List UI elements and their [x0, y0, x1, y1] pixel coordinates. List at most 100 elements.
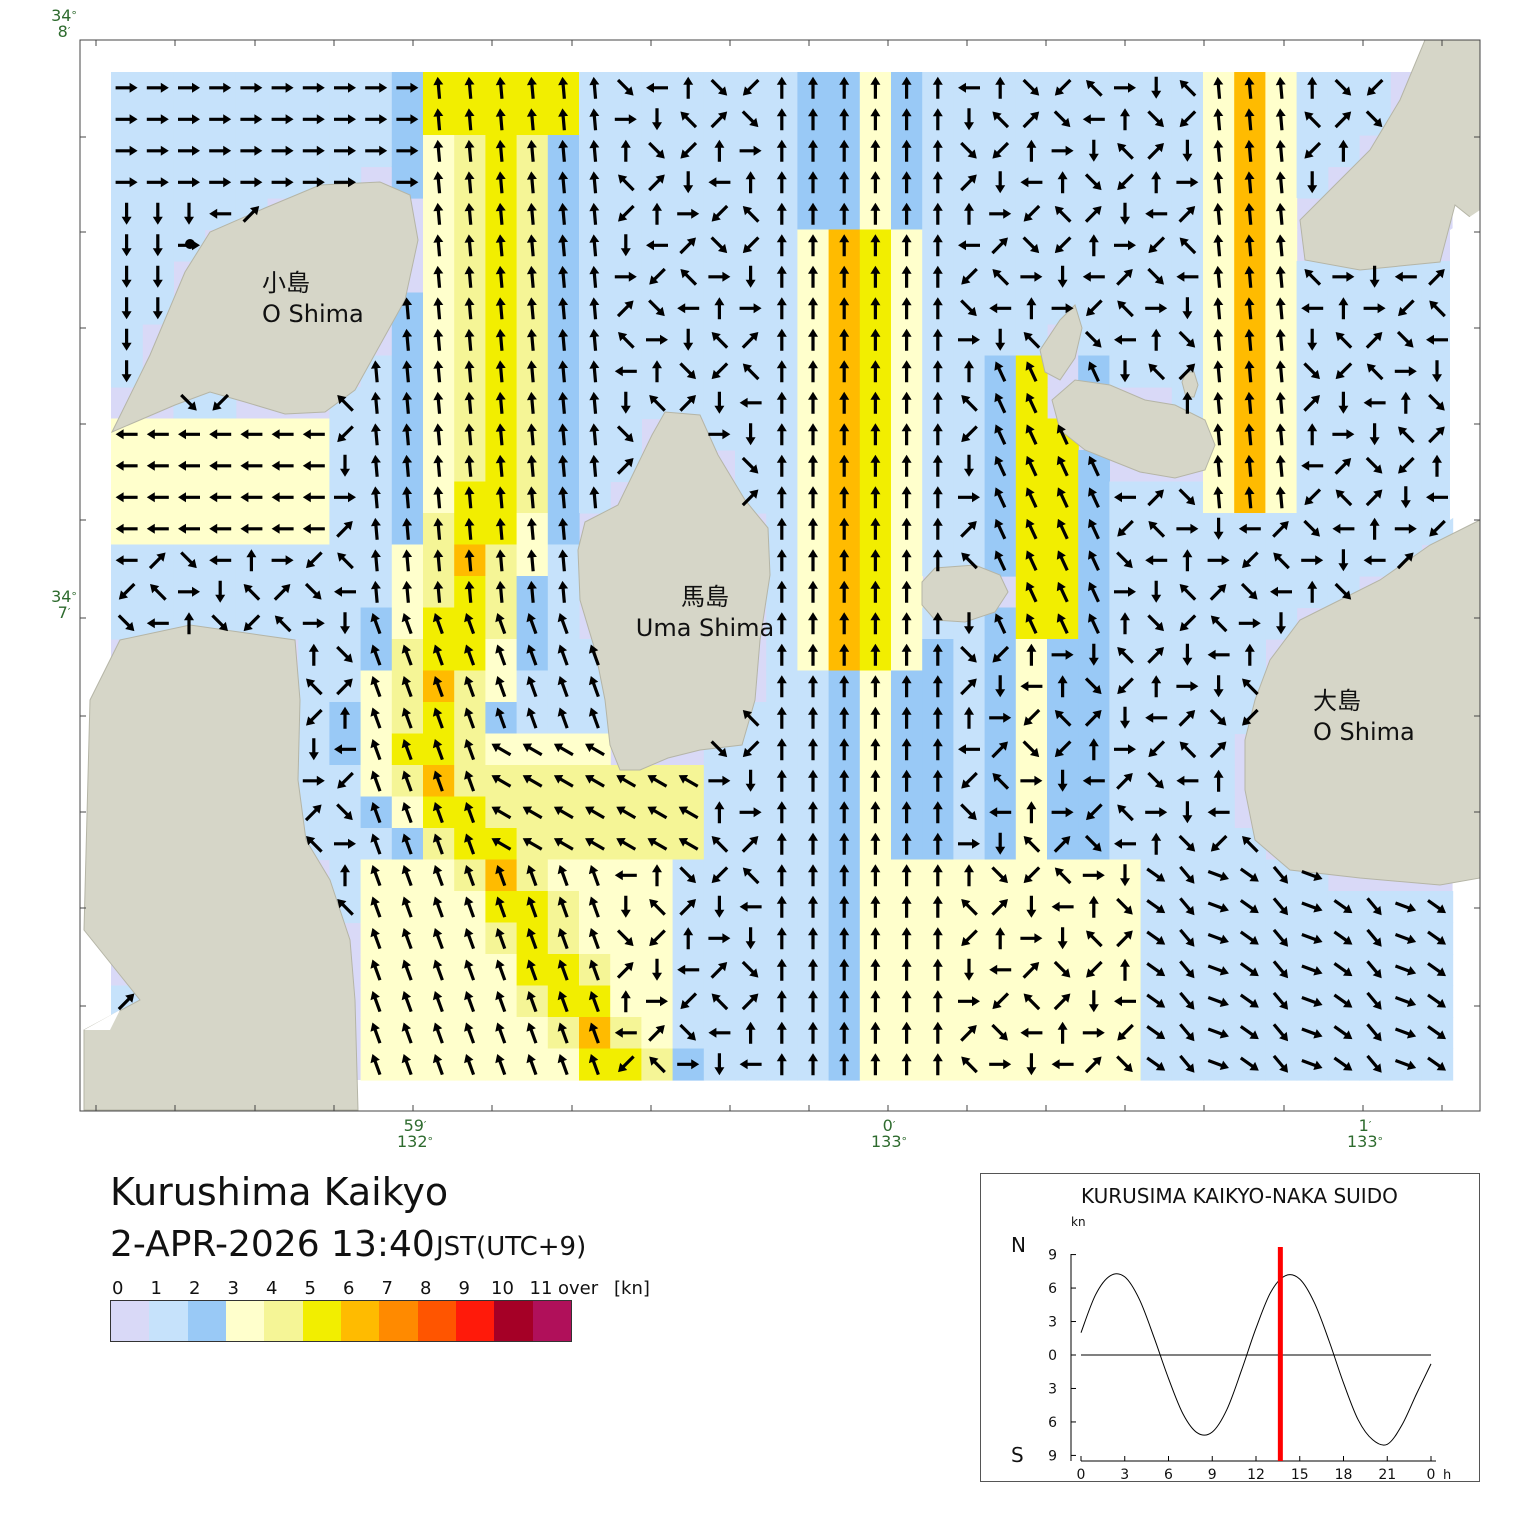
current-arrow: [1026, 801, 1037, 824]
current-arrow: [1117, 1023, 1134, 1041]
current-arrow: [776, 895, 787, 918]
current-arrow: [1213, 108, 1224, 131]
current-arrow: [433, 139, 444, 162]
current-arrow: [839, 895, 850, 918]
current-arrow: [1116, 897, 1133, 915]
current-arrow: [336, 521, 353, 538]
current-arrow: [1369, 423, 1380, 446]
current-arrow: [370, 864, 382, 887]
current-arrow: [240, 523, 263, 534]
current-arrow: [1051, 145, 1074, 156]
current-arrow: [370, 517, 381, 540]
current-arrow: [402, 423, 413, 446]
current-arrow: [1082, 114, 1105, 125]
current-arrow: [589, 360, 600, 383]
current-arrow: [522, 837, 543, 851]
current-arrow: [526, 864, 538, 887]
current-arrow: [1025, 581, 1038, 603]
current-arrow: [464, 1053, 476, 1076]
current-arrow: [370, 675, 382, 698]
current-arrow: [960, 645, 977, 663]
current-arrow: [992, 269, 1010, 286]
current-arrow: [1272, 928, 1289, 947]
current-arrow: [1366, 928, 1382, 947]
current-arrow: [994, 455, 1007, 477]
current-arrow: [1176, 775, 1199, 786]
current-arrow: [679, 362, 696, 380]
current-arrow: [370, 959, 382, 981]
current-arrow: [1270, 586, 1292, 597]
current-arrow: [337, 425, 354, 443]
current-arrow: [1054, 78, 1072, 96]
current-arrow: [620, 990, 631, 1013]
current-arrow: [117, 614, 135, 632]
current-arrow: [901, 1053, 912, 1076]
current-arrow: [739, 1059, 762, 1070]
current-arrow: [710, 78, 728, 96]
current-arrow: [995, 832, 1006, 855]
current-arrow: [1088, 550, 1100, 571]
current-arrow: [961, 929, 978, 947]
current-arrow: [464, 234, 475, 257]
current-arrow: [1207, 870, 1229, 882]
legend-swatch: [417, 1301, 456, 1341]
current-arrow: [649, 929, 666, 947]
current-arrow: [1117, 647, 1134, 664]
current-arrow: [839, 171, 850, 194]
current-arrow: [870, 958, 881, 981]
current-arrow: [708, 933, 731, 944]
current-arrow: [808, 265, 818, 288]
current-arrow: [776, 360, 787, 383]
current-arrow: [1176, 681, 1199, 692]
current-arrow: [1335, 489, 1353, 507]
current-arrow: [1426, 492, 1448, 503]
current-arrow: [370, 738, 382, 761]
current-arrow: [932, 612, 943, 635]
current-arrow: [146, 523, 169, 534]
current-arrow: [932, 895, 943, 918]
current-arrow: [808, 864, 818, 887]
current-arrow: [495, 139, 506, 162]
current-arrow: [1213, 76, 1224, 99]
current-arrow: [1303, 519, 1320, 537]
current-arrow: [589, 328, 600, 351]
current-arrow: [1182, 801, 1193, 824]
current-arrow: [464, 738, 476, 761]
legend-label: 3: [227, 1278, 239, 1299]
current-arrow: [1025, 424, 1038, 445]
current-arrow: [1116, 551, 1133, 569]
speed-legend: [110, 1300, 572, 1342]
current-arrow: [464, 454, 475, 477]
current-arrow: [178, 145, 200, 156]
current-arrow: [1301, 1027, 1323, 1039]
current-arrow: [901, 643, 912, 666]
current-arrow: [402, 297, 413, 320]
current-arrow: [901, 391, 912, 414]
current-arrow: [1088, 613, 1100, 634]
current-arrow: [1334, 78, 1352, 96]
current-arrow: [870, 769, 881, 792]
current-arrow: [1120, 706, 1130, 729]
current-arrow: [616, 929, 634, 947]
current-arrow: [808, 234, 818, 257]
current-arrow: [1275, 328, 1286, 351]
current-arrow: [178, 492, 200, 503]
current-arrow: [401, 801, 413, 824]
current-arrow: [1088, 139, 1099, 162]
current-arrow: [1025, 455, 1038, 477]
current-arrow: [776, 171, 787, 194]
current-arrow: [557, 959, 569, 981]
current-arrow: [1147, 110, 1164, 128]
current-arrow: [370, 990, 382, 1013]
current-arrow: [464, 549, 475, 572]
current-arrow: [464, 328, 475, 351]
current-arrow: [1275, 234, 1286, 257]
current-arrow: [808, 675, 818, 698]
current-arrow: [1427, 1025, 1447, 1040]
current-arrow: [464, 517, 475, 540]
current-arrow: [1244, 108, 1255, 131]
tide-x-tick-label: 18: [1335, 1467, 1353, 1481]
current-arrow: [618, 332, 635, 349]
current-arrow: [1307, 76, 1318, 99]
current-arrow: [901, 202, 912, 225]
